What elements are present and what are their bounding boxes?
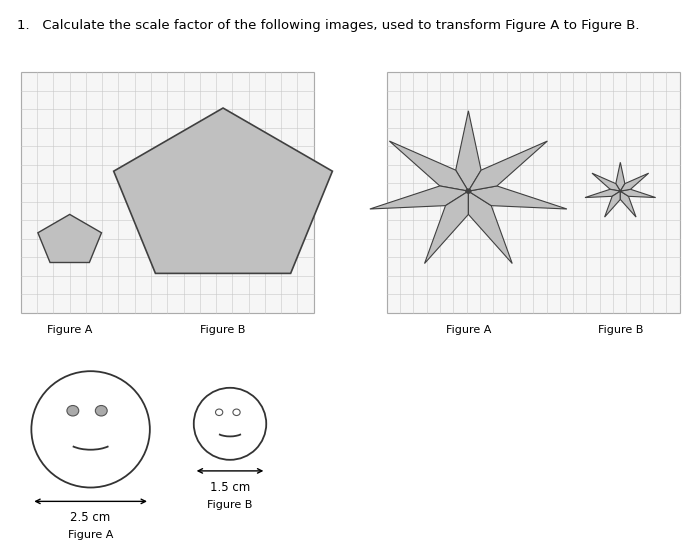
Text: Figure A: Figure A (47, 325, 93, 335)
Polygon shape (592, 173, 620, 191)
Polygon shape (424, 191, 468, 264)
Polygon shape (114, 108, 332, 273)
Text: 1.5 cm: 1.5 cm (210, 481, 250, 494)
Ellipse shape (95, 406, 107, 416)
Polygon shape (585, 189, 620, 198)
Text: Figure B: Figure B (200, 325, 246, 335)
Polygon shape (620, 189, 656, 198)
Text: Figure B: Figure B (207, 500, 253, 510)
Circle shape (620, 191, 621, 192)
Ellipse shape (215, 409, 223, 416)
Text: 2.5 cm: 2.5 cm (70, 511, 111, 524)
Polygon shape (468, 186, 567, 209)
Bar (21, 72, 314, 313)
Polygon shape (390, 141, 468, 191)
Bar (387, 72, 680, 313)
Polygon shape (468, 141, 547, 191)
Text: Figure B: Figure B (597, 325, 643, 335)
Ellipse shape (31, 371, 150, 488)
Ellipse shape (233, 409, 240, 416)
Text: 1.   Calculate the scale factor of the following images, used to transform Figur: 1. Calculate the scale factor of the fol… (17, 19, 640, 32)
Text: Figure A: Figure A (68, 530, 114, 540)
Polygon shape (456, 111, 481, 191)
Polygon shape (468, 191, 512, 264)
Polygon shape (604, 191, 620, 217)
Ellipse shape (67, 406, 79, 416)
Circle shape (466, 189, 471, 193)
Ellipse shape (194, 388, 266, 460)
Polygon shape (620, 191, 636, 217)
Polygon shape (38, 214, 102, 263)
Polygon shape (615, 162, 625, 191)
Text: Figure A: Figure A (445, 325, 491, 335)
Polygon shape (620, 173, 649, 191)
Polygon shape (370, 186, 468, 209)
